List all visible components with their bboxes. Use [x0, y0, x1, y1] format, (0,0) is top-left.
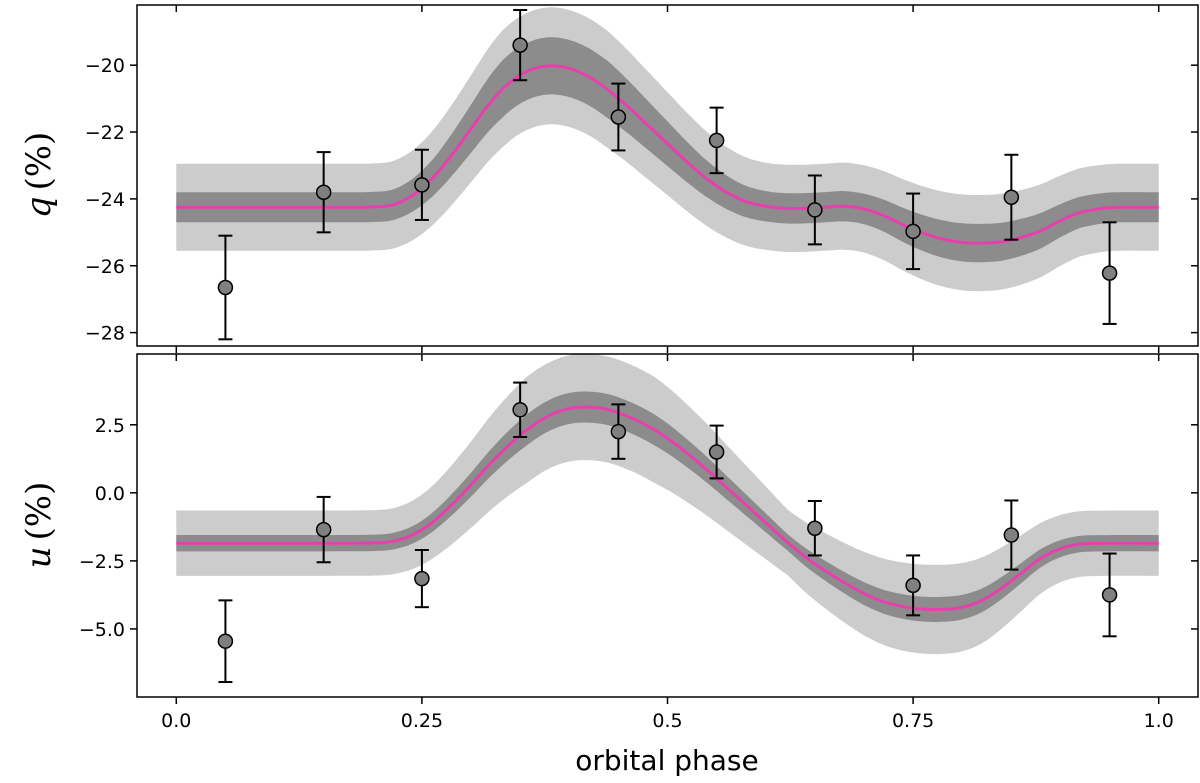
top-data-point-3	[512, 9, 528, 82]
bot-data-point-1	[315, 495, 332, 564]
top-ytick-label-2: −24	[85, 189, 125, 211]
bottom-x-ticks: 0.0 0.25 0.5 0.75 1.0	[161, 354, 1174, 732]
top-marker-5	[708, 132, 725, 149]
top-data-point-8	[1003, 153, 1020, 241]
top-axes-frame	[136, 4, 1199, 347]
top-model-curve	[176, 64, 1159, 245]
bot-marker-0	[217, 633, 234, 649]
top-data-points	[217, 9, 1118, 341]
bot-ytick-label-0: −5.0	[79, 619, 125, 641]
bot-data-point-7	[905, 554, 921, 617]
bot-data-point-4	[610, 403, 627, 460]
bot-xtick-label-1: 0.25	[401, 710, 443, 732]
bot-ytick-label-3: 2.5	[95, 415, 125, 437]
top-marker-0	[217, 279, 234, 296]
top-data-point-4	[610, 82, 627, 152]
top-marker-3	[512, 37, 528, 53]
bot-xtick-label-0: 0.0	[161, 710, 191, 732]
bot-data-point-0	[217, 599, 234, 684]
bot-marker-2	[414, 570, 430, 587]
top-data-point-6	[807, 174, 823, 246]
bot-data-point-3	[512, 381, 528, 439]
top-data-point-0	[217, 234, 234, 341]
bot-ytick-label-1: −2.5	[79, 551, 125, 573]
top-data-point-1	[315, 151, 332, 234]
bottom-data-points	[217, 381, 1118, 684]
bottom-panel: −5.0 −2.5 0.0 2.5 0.0 0.25 0.5 0.75 1.0 u(%) or…	[19, 353, 1199, 777]
top-data-point-2	[414, 148, 430, 221]
bot-xtick-label-2: 0.5	[652, 710, 682, 732]
bot-marker-9	[1101, 587, 1118, 603]
bot-xtick-label-4: 1.0	[1144, 710, 1174, 732]
bottom-model-curve	[176, 405, 1159, 611]
top-y-ticks: −28 −26 −24 −22 −20	[85, 55, 1198, 345]
top-ytick-label-0: −28	[85, 323, 125, 345]
bot-data-point-6	[807, 500, 823, 557]
top-x-ticks	[175, 5, 1160, 353]
bot-xtick-label-3: 0.75	[892, 710, 934, 732]
top-marker-6	[807, 202, 823, 218]
top-panel: −28 −26 −24 −22 −20 q(%)	[19, 4, 1199, 353]
top-marker-2	[414, 177, 430, 193]
bottom-y-ticks: −5.0 −2.5 0.0 2.5	[79, 415, 1198, 641]
top-y-axis-label: q(%)	[19, 132, 59, 219]
bot-data-point-5	[708, 424, 725, 480]
top-marker-7	[905, 223, 921, 240]
bot-marker-5	[708, 444, 725, 460]
bot-data-point-9	[1101, 552, 1118, 638]
top-inner-confidence-band	[176, 37, 1159, 263]
bot-marker-8	[1003, 527, 1020, 543]
bot-marker-6	[807, 520, 823, 536]
top-ytick-label-4: −20	[85, 55, 125, 77]
top-marker-1	[315, 184, 332, 200]
x-axis-label: orbital phase	[575, 744, 759, 777]
bot-marker-4	[610, 423, 627, 440]
top-ytick-label-3: −22	[85, 122, 125, 144]
top-marker-4	[610, 109, 627, 125]
bot-marker-1	[315, 521, 332, 538]
bot-data-point-2	[414, 549, 430, 609]
top-marker-9	[1101, 265, 1118, 281]
top-marker-8	[1003, 189, 1020, 205]
top-data-point-7	[905, 192, 921, 271]
bottom-y-axis-label: u(%)	[19, 482, 59, 569]
bottom-axes-frame	[136, 353, 1199, 698]
top-data-point-5	[708, 106, 725, 175]
bot-marker-3	[512, 402, 528, 418]
bot-data-point-8	[1003, 499, 1020, 571]
bot-ytick-label-2: 0.0	[95, 483, 125, 505]
bot-marker-7	[905, 577, 921, 594]
top-ytick-label-1: −26	[85, 256, 125, 278]
top-data-point-9	[1101, 221, 1118, 325]
